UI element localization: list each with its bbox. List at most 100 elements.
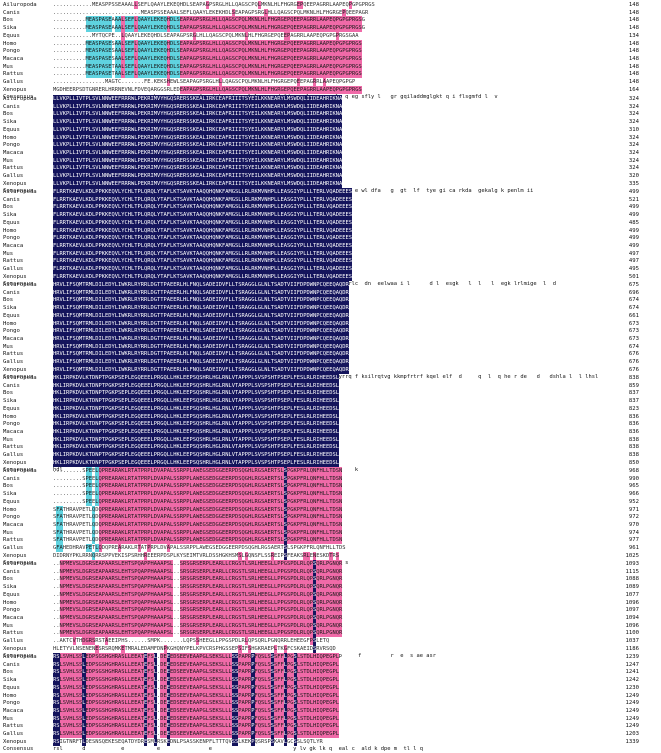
sequence-residues: HRVLIFSQMTRMLDILEDYLIWKRLRYRRLDGTTPAEERL… (53, 288, 349, 297)
species-label: Pongo (3, 700, 20, 707)
sequence-row: Homo LLVKPLLIVTPLSVLNNWEEFRRRWLPEKRIMVYHG… (0, 133, 661, 142)
sequence-row: Homo ..NPMEVSLDGRSEAPAARSLEHTSPQAPPHAAAPS… (0, 598, 661, 607)
residue-number: 499 (628, 204, 639, 211)
species-label: Mus (3, 436, 14, 443)
species-label: Sika (3, 212, 17, 219)
sequence-row: Xenopus HRVLIFSQMTRMLDILEDYLIWKRLRYRRLDGT… (0, 365, 661, 374)
sequence-residues: FLRRTKAEVLKDLPPKKEQVLYCHLTPLQRQLYTAFLKTS… (53, 272, 352, 281)
species-label: Xenopus (3, 273, 27, 280)
residue-number: 1249 (625, 723, 639, 730)
sequence-row: Ailuropoda ..NPMEVSLDGRSEAPAARSLEHTSPQAPP… (0, 560, 661, 568)
sequence-residues: LLVKPLLIVTPLSVLNNWEEFRRRWLPEKRIMVYHGQSRE… (53, 164, 343, 173)
species-label: Xenopus (3, 180, 27, 187)
consensus-row: Consensus s (0, 559, 661, 567)
sequence-row: Canis HKLIRPKDVLKTDNPTPGKPSEPLEGQEEELPRGQ… (0, 381, 661, 390)
residue-number: 1242 (625, 677, 639, 684)
sequence-residues: RSLSVHLSSLEDPSGSHGHRASLLEEATEFSL.DEEEDSE… (53, 660, 339, 669)
residue-number: 674 (628, 297, 639, 304)
species-label: Homo (3, 320, 17, 327)
sequence-row: Bos ..........MEASPASEAAALSEFLQAAYLEKEQHD… (0, 16, 661, 25)
consensus-sequence: rsl d e e e y lv gk lk q eal c ald k dpe… (53, 746, 423, 753)
consensus-label: Consensus (3, 560, 34, 567)
residue-number: 1239 (625, 654, 639, 660)
consensus-label: Consensus (3, 467, 34, 474)
residue-number: 148 (628, 25, 639, 32)
sequence-row: Ailuropoda RSLSVHLSSLEDPSGSHGHRASLLEEATEF… (0, 653, 661, 661)
sequence-row: Pongo ..NPMEVSLDGRSEAPAARSLEHTSPQAPPHAAAP… (0, 606, 661, 615)
residue-number: 1249 (625, 692, 639, 699)
sequence-residues: ................MAGTC.......FE.KEKSHEWLS… (53, 78, 356, 86)
species-label: Rattus (3, 258, 24, 265)
sequence-row: Mus HKLIRPKDVLKTDNPTPGKPSEPLEGQEEELPRGQLL… (0, 435, 661, 444)
species-label: Mus (3, 715, 14, 722)
species-label: Rattus (3, 165, 24, 172)
sequence-residues: ..AKTCVTHDGRSRSTAEEIPHS......SMPK.......… (53, 637, 330, 645)
residue-number: 1097 (625, 607, 639, 614)
species-label: Bos (3, 17, 14, 24)
species-label: Homo (3, 692, 17, 699)
species-label: Homo (3, 40, 17, 47)
species-label: Xenopus (3, 86, 27, 93)
sequence-residues: HRVLIFSQMTRMLDILEDYLIWKRLRYRRLDGTTPAEERL… (53, 334, 349, 343)
sequence-residues: HRVLIFSQMTRMLDILEDYLIWKRLRYRRLDGTTPAEERL… (53, 304, 349, 313)
species-label: Equus (3, 32, 20, 39)
sequence-residues: RSLSVHLSSLEDPSGSHGHRASLLEEATEFSL.DEEEDSE… (53, 676, 339, 685)
residue-number: 1037 (625, 638, 639, 644)
residue-number: 977 (628, 537, 639, 544)
sequence-row: Xenopus RSIGTNRFTLDESNSQEKESEQATDYDRESMLR… (0, 737, 661, 746)
species-label: Gallus (3, 79, 24, 85)
sequence-row: Homo FLRRTKAEVLKDLPPKKEQVLYCHLTPLQRQLYTAF… (0, 226, 661, 235)
species-label: Homo (3, 134, 17, 141)
species-label: Macaca (3, 242, 24, 249)
sequence-residues: MGDHEERPSDTGNRERLHRRNEVNLFDVEQARGGSRLEDE… (53, 85, 362, 94)
residue-number: 148 (628, 17, 639, 24)
species-label: Rattus (3, 537, 24, 544)
sequence-row: Pongo ..........MEASPASESAALSEFLQAAYLEKEQ… (0, 47, 661, 56)
sequence-residues: ..NPMEVSLDGRSEAPAARSLEHTSPQAPPHAAAPSL..S… (53, 606, 343, 615)
residue-number: 320 (628, 173, 639, 179)
sequence-row: Pongo LLVKPLLIVTPLSVLNNWEEFRRRWLPEKRIMVYH… (0, 141, 661, 150)
species-label: Gallus (3, 452, 24, 458)
residue-number: 324 (628, 149, 639, 156)
species-label: Homo (3, 599, 17, 606)
sequence-residues: FLRRTKAEVLKDLPPKKEQVLYCHLTPLQRQLYTAFLKTS… (53, 234, 352, 243)
species-label: Ailuropoda (3, 2, 37, 8)
residue-number: 1088 (625, 576, 639, 583)
species-label: Equus (3, 405, 20, 412)
sequence-residues: RSLSVHLSSLEDPSGSHGHRASLLEEATEFSL.DEEEDSE… (53, 653, 339, 661)
species-label: Bos (3, 111, 14, 118)
residue-number: 497 (628, 250, 639, 257)
residue-number: 148 (628, 55, 639, 62)
consensus-label: Consensus (3, 94, 34, 101)
sequence-row: Equus RSLSVHLSSLEDPSGSHGHRASLLEEATEFSL.DE… (0, 683, 661, 692)
sequence-row: Gallus FLRRTKAEVLKDLPPKKEQVLYCHLTPLQRQLYT… (0, 265, 661, 273)
sequence-row: Pongo HKLIRPKDVLKTDNPTPGKPSEPLEGQEEELPRGQ… (0, 420, 661, 429)
sequence-residues: ..NPMEVSLDGRSEAPAARSLEHTSPQAPPHAAAPSL..S… (53, 560, 343, 568)
species-label: Xenopus (3, 552, 27, 559)
species-label: Pongo (3, 607, 20, 614)
residue-number: 1025 (625, 552, 639, 559)
sequence-row: Ailuropoda .........SPEELQPREARAKLRTATPRP… (0, 467, 661, 475)
sequence-residues: ..........MEASPASESAALSEFLQAAYLEKEQHDLSE… (53, 54, 362, 63)
residue-number: 696 (628, 289, 639, 296)
consensus-row: Consensus rsl d e e e y lv gk lk q eal c … (0, 745, 661, 753)
species-label: Macaca (3, 707, 24, 714)
sequence-residues: FLRRTKAEVLKDLPPKKEQVLYCHLTPLQRQLYTAFLKTS… (53, 257, 352, 266)
sequence-residues: RSLSVHLSSLEDPSGSHGHRASLLEEATEFSL.DEEEDSE… (53, 699, 339, 708)
residue-number: 499 (628, 227, 639, 234)
species-label: Homo (3, 227, 17, 234)
alignment-block: Ailuropoda RSLSVHLSSLEDPSGSHGHRASLLEEATEF… (0, 653, 661, 752)
residue-number: 673 (628, 320, 639, 327)
residue-number: 673 (628, 328, 639, 335)
residue-number: 1249 (625, 715, 639, 722)
sequence-row: Homo ..........MEASPASESAALSEFLQAAYLEKEQH… (0, 39, 661, 48)
residue-number: 971 (628, 506, 639, 513)
species-label: Canis (3, 289, 20, 296)
sequence-row: Rattus LLVKPLLIVTPLSVLNNWEEFRRRWLPEKRIMVY… (0, 164, 661, 173)
sequence-row: Xenopus DIDRNYPKLRRNQRRSPPVEKISPSRHHREEER… (0, 551, 661, 560)
sequence-residues: .........SPEELQPREARAKLRTATPRPLDVAPALSSR… (53, 474, 343, 483)
sequence-residues: HKLIRPKDVLKTDNPTPGKPSEPLEGQEEELPRGQLLHKL… (53, 451, 339, 459)
sequence-residues: DIDRNYPKLRRNQRRSPPVEKISPSRHHREEERPDSPLKY… (53, 551, 339, 560)
species-label: Bos (3, 669, 14, 676)
